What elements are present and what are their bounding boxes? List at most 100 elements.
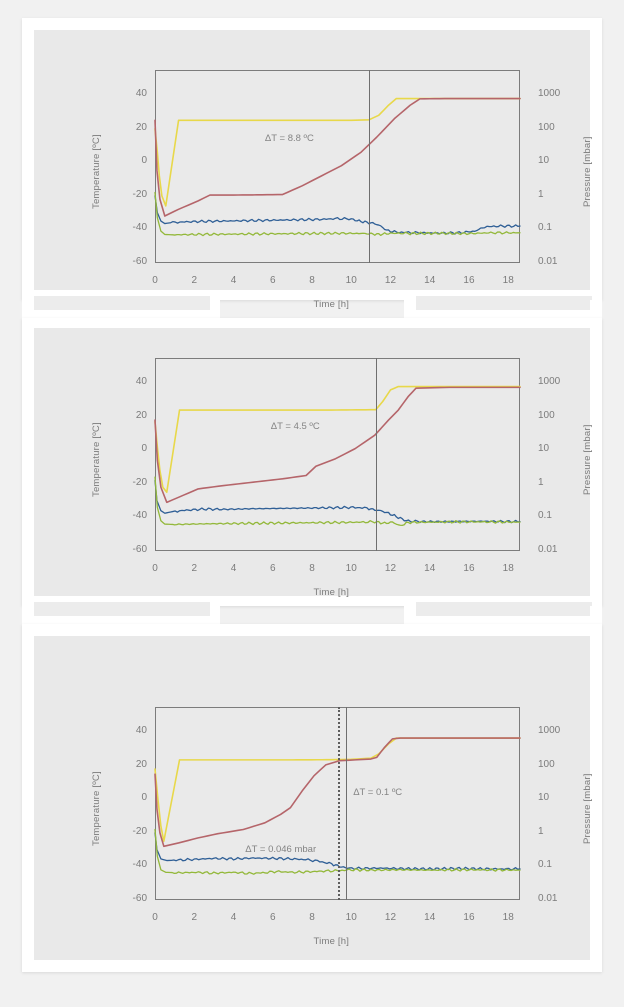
x-axis-title: Time [h] (313, 936, 350, 947)
series-product_temperature_2 (154, 476, 521, 527)
chart-card-2: 40 20 0 -20 -40 -60 1000 100 10 1 0.1 0.01 0 2 4 6 8 10 12… (22, 318, 602, 606)
x-tick: 8 (309, 275, 315, 286)
x-tick: 12 (384, 275, 397, 286)
x-tick: 18 (502, 275, 514, 286)
x-tick: 16 (463, 563, 475, 574)
delta-annotation: ΔT = 4.5 ºC (270, 420, 320, 432)
delta-annotation: ΔT = 8.8 ºC (264, 132, 314, 144)
y-right-tick: 1000 (538, 725, 561, 737)
x-tick: 6 (269, 563, 276, 574)
y-right-tick: 0.1 (538, 859, 552, 871)
x-tick: 14 (424, 275, 436, 286)
series-product_temperature_1 (154, 195, 521, 235)
plot-frame (155, 70, 520, 263)
y-right-tick: 1000 (538, 376, 561, 388)
delta-annotation: ΔT = 0.046 mbar (245, 843, 317, 855)
y-right-tick: 1 (538, 188, 544, 200)
series-pressure (154, 386, 521, 504)
chart-2: 40 20 0 -20 -40 -60 1000 100 10 1 0.1 0.01 0 2 4 6 8 10 12… (22, 318, 602, 606)
series-shelf_temperature (154, 385, 521, 494)
y-left-tick: -20 (132, 825, 147, 837)
y-right-tick: 10 (538, 155, 550, 167)
y-left-tick: 40 (135, 376, 147, 388)
y-left-tick: -60 (132, 256, 147, 267)
x-tick: 10 (345, 275, 357, 286)
x-tick: 0 (152, 912, 158, 923)
x-tick: 0 (152, 563, 158, 574)
x-tick: 6 (269, 912, 276, 923)
x-tick: 2 (191, 563, 198, 574)
delta-annotation: ΔT = 0.1 ºC (353, 786, 403, 798)
y-right-tick: 100 (538, 409, 555, 421)
x-tick: 16 (463, 275, 475, 286)
x-tick: 6 (269, 275, 276, 286)
x-tick: 8 (309, 912, 315, 923)
x-tick: 4 (230, 563, 237, 574)
x-tick: 4 (230, 275, 237, 286)
x-tick: 2 (191, 912, 198, 923)
series-shelf_temperature (154, 97, 521, 207)
y-right-tick: 0.1 (538, 222, 552, 234)
x-tick: 18 (502, 912, 514, 923)
plot-curves (154, 97, 521, 237)
marker-solid-line (368, 70, 370, 263)
plot-curves (154, 385, 521, 527)
y-left-tick: 0 (141, 155, 147, 167)
chart-card-3: 40 20 0 -20 -40 -60 1000 100 10 1 0.1 0.01 0 2 4 6 8 10 12… (22, 624, 602, 972)
x-axis-title: Time [h] (313, 587, 350, 598)
x-tick: 10 (345, 912, 357, 923)
y-right-tick: 1 (538, 825, 544, 837)
y-left-tick: 20 (135, 758, 147, 770)
notch-inner-1-left (34, 296, 210, 310)
series-product_temperature_2 (154, 191, 521, 237)
y-left-axis-title: Temperature [ºC] (91, 133, 102, 209)
x-tick: 10 (345, 563, 357, 574)
y-left-tick: 40 (135, 88, 147, 100)
y-right-tick: 0.01 (538, 893, 558, 904)
x-tick: 12 (384, 563, 397, 574)
y-right-tick: 10 (538, 443, 550, 455)
x-tick: 2 (191, 275, 198, 286)
y-right-tick: 1000 (538, 88, 561, 100)
x-tick: 16 (463, 912, 475, 923)
x-tick: 14 (424, 912, 436, 923)
notch-inner-2-left (34, 602, 210, 616)
marker-dotted-line (338, 707, 341, 900)
y-left-tick: 20 (135, 121, 147, 133)
y-left-tick: -20 (132, 188, 147, 200)
plot-frame (155, 358, 520, 551)
y-right-tick: 10 (538, 792, 550, 804)
x-tick: 4 (230, 912, 237, 923)
y-left-tick: -20 (132, 476, 147, 488)
notch-inner-1-right (416, 296, 592, 310)
x-tick: 18 (502, 563, 514, 574)
y-left-tick: -40 (132, 222, 147, 234)
y-right-tick: 100 (538, 121, 555, 133)
y-right-tick: 1 (538, 476, 544, 488)
marker-solid-line (346, 707, 348, 900)
notch-inner-2-right (416, 602, 592, 616)
y-left-axis-title: Temperature [ºC] (91, 421, 102, 497)
y-right-axis-title: Pressure [mbar] (582, 423, 593, 495)
y-right-tick: 0.1 (538, 510, 552, 522)
y-right-tick: 0.01 (538, 256, 558, 267)
x-axis-title: Time [h] (313, 299, 350, 310)
chart-3: 40 20 0 -20 -40 -60 1000 100 10 1 0.1 0.01 0 2 4 6 8 10 12… (22, 624, 602, 972)
y-left-tick: -40 (132, 510, 147, 522)
y-right-axis-title: Pressure [mbar] (582, 135, 593, 207)
y-left-tick: -60 (132, 544, 147, 555)
x-tick: 14 (424, 563, 436, 574)
y-left-tick: 0 (141, 792, 147, 804)
x-tick: 8 (309, 563, 315, 574)
y-left-tick: 0 (141, 443, 147, 455)
y-right-axis-title: Pressure [mbar] (582, 772, 593, 844)
y-left-tick: 40 (135, 725, 147, 737)
series-pressure (154, 97, 521, 217)
y-left-axis-title: Temperature [ºC] (91, 770, 102, 846)
marker-solid-line (375, 358, 377, 551)
y-left-tick: 20 (135, 409, 147, 421)
chart-1: 40 20 0 -20 -40 -60 1000 100 10 1 0.1 0.01 0 2 4 6 8 10 12… (22, 18, 602, 310)
y-right-tick: 100 (538, 758, 555, 770)
y-left-tick: -60 (132, 893, 147, 904)
